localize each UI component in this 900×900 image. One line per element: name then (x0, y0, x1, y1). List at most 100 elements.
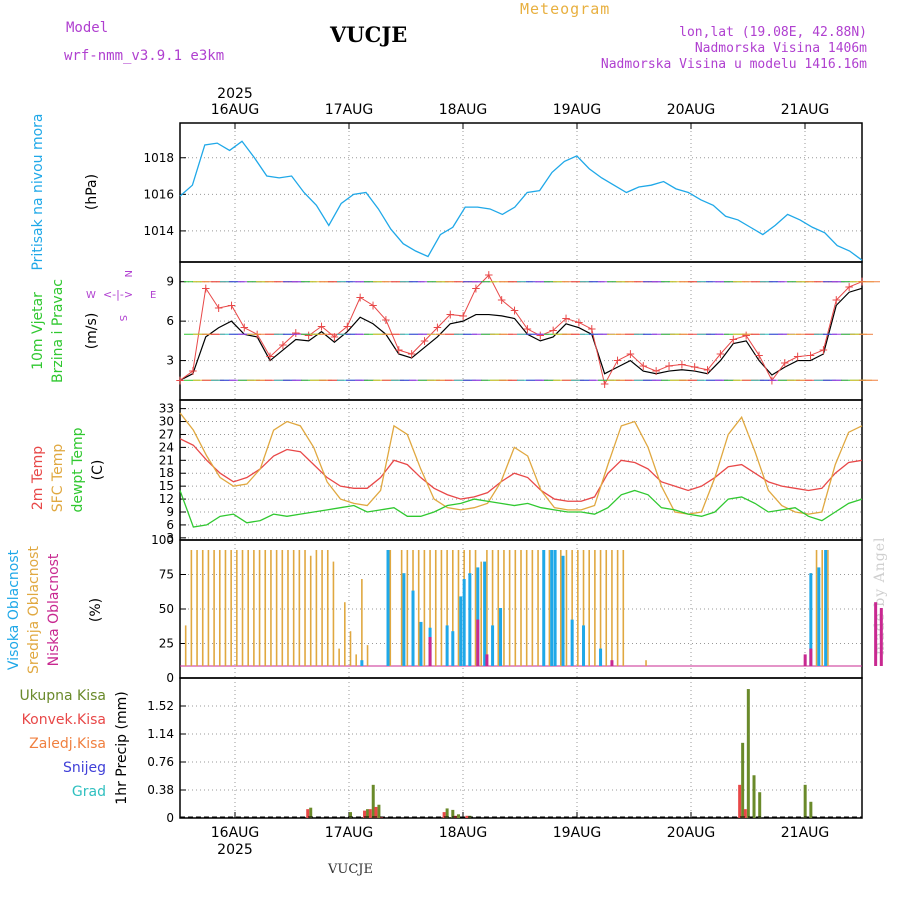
total-precip-bar (456, 814, 460, 818)
gust-marker: + (600, 377, 610, 391)
gust-marker: + (407, 347, 417, 361)
wind-unit: (m/s) (84, 313, 100, 350)
ytick-label: 6 (166, 518, 174, 532)
total-precip-bar (445, 808, 449, 818)
convective-precip-bar (738, 784, 742, 818)
high-cloud-bar (445, 625, 449, 666)
compass-w: W (86, 290, 96, 301)
high-cloud-bar (570, 619, 574, 666)
precip-legend-item: Ukupna Kisa (19, 688, 106, 704)
mid-cloud-title: Srednja Oblacnost (26, 546, 42, 674)
gust-marker: + (548, 323, 558, 337)
model-label: Model (66, 20, 109, 36)
high-cloud-bar (386, 550, 390, 666)
precip-unit: 1hr Precip (mm) (114, 691, 130, 804)
panel-2: 3 6 9 (166, 261, 863, 401)
high-cloud-bar (817, 567, 821, 666)
total-precip-bar (803, 784, 807, 818)
xtick-top-label: 17AUG (325, 102, 374, 118)
high-cloud-bar (462, 579, 466, 666)
high-cloud-bar (582, 625, 586, 666)
sfctemp-title: SFC Temp (50, 444, 66, 513)
meteogram-title: Meteogram (520, 0, 611, 18)
high-cloud-bar (809, 573, 813, 666)
total-precip-bar (741, 742, 745, 818)
xtick-bottom-label: 16AUG (211, 825, 260, 841)
ytick-label: 6 (166, 314, 174, 328)
precip-legend-item: Zaledj.Kisa (29, 736, 106, 752)
gust-marker: + (471, 281, 481, 295)
total-precip-bar (377, 804, 381, 818)
high-cloud-bar (553, 550, 557, 666)
high-cloud-bar (468, 573, 472, 666)
high-cloud-bar (561, 555, 565, 666)
ytick-label: 50 (159, 602, 174, 616)
gust-marker: + (844, 280, 854, 294)
total-precip-bar (451, 809, 455, 818)
ytick-label: 33 (159, 402, 174, 416)
total-precip-bar (758, 792, 762, 818)
gust-marker: + (381, 313, 391, 327)
gust-marker: + (342, 319, 352, 333)
ytick-label: 27 (159, 427, 174, 441)
high-cloud-bar (451, 631, 455, 666)
gust-marker: + (818, 343, 828, 357)
gust-marker: + (831, 293, 841, 307)
panel-4: 0 25 50 75 100 (151, 533, 863, 685)
model-elevation-label: Nadmorska Visina u modelu 1416.16m (600, 57, 867, 72)
ytick-label: 0.76 (147, 755, 174, 769)
ytick-label: 75 (159, 568, 174, 582)
gust-marker: + (715, 347, 725, 361)
panel-1: 1014 1016 1018 (143, 122, 863, 263)
total-precip-bar (746, 689, 750, 818)
gust-marker: + (638, 359, 648, 373)
low-cloud-bar (610, 660, 614, 666)
convective-precip-bar (306, 809, 310, 818)
ytick-label: 18 (159, 466, 174, 480)
gust-marker: + (201, 281, 211, 295)
pressure-unit: (hPa) (84, 174, 100, 210)
gust-marker: + (188, 364, 198, 378)
convective-precip-bar (363, 810, 367, 818)
wind-title-2: Brzina i Pravac (50, 279, 66, 383)
high-cloud-bar (499, 608, 503, 666)
gust-marker: + (522, 322, 532, 336)
high-cloud-bar (542, 550, 546, 666)
low-cloud-bar (476, 619, 480, 666)
gust-marker: + (214, 301, 224, 315)
gust-marker: + (677, 358, 687, 372)
temp-unit: (C) (90, 460, 106, 481)
ytick-label: 9 (166, 505, 174, 519)
gust-marker: + (535, 329, 545, 343)
gust-marker: + (690, 360, 700, 374)
total-precip-bar (349, 812, 352, 818)
convective-precip-bar (743, 809, 747, 818)
wind-title-1: 10m Vjetar (30, 292, 46, 370)
gust-marker: + (458, 309, 468, 323)
panel-frame (179, 399, 863, 541)
xtick-top-label: 20AUG (667, 102, 716, 118)
high-cloud-title: Visoka Oblacnost (6, 549, 22, 670)
low-cloud-bar (428, 637, 432, 666)
total-precip-bar (809, 801, 813, 818)
xtick-top-label: 16AUG (211, 102, 260, 118)
year-bottom-label: 2025 (217, 842, 253, 858)
low-cloud-bar (485, 654, 489, 666)
high-cloud-bar (459, 596, 463, 666)
ytick-label: 25 (159, 637, 174, 651)
gust-marker: + (612, 354, 622, 368)
gust-marker: + (355, 290, 365, 304)
ytick-label: 24 (159, 440, 174, 454)
gust-marker: + (625, 347, 635, 361)
convective-precip-bar (368, 809, 372, 818)
ytick-label: 3 (166, 531, 174, 545)
dewpt-title: dewpt Temp (70, 427, 86, 512)
gust-marker: + (329, 330, 339, 344)
wind-speed-line (179, 287, 863, 381)
gust-marker: + (291, 326, 301, 340)
compass-e: E (150, 290, 156, 301)
gust-marker: + (304, 329, 314, 343)
high-cloud-bar (599, 648, 603, 666)
ytick-label: 0 (166, 671, 174, 685)
precip-legend-item: Konvek.Kisa (22, 712, 106, 728)
